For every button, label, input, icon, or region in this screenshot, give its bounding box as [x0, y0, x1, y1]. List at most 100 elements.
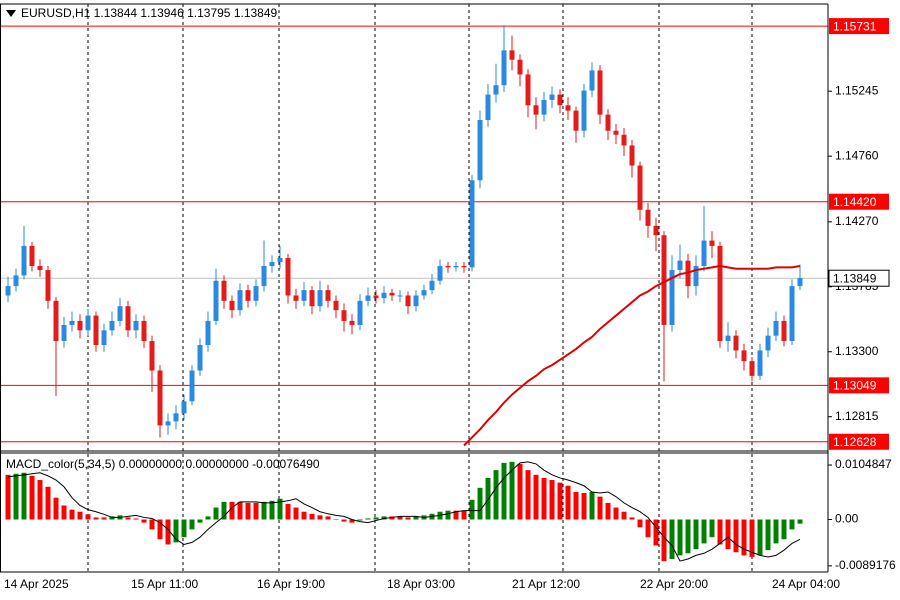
macd-bar	[53, 497, 59, 520]
candle-body	[277, 257, 283, 262]
candle-body	[653, 225, 659, 236]
macd-bar	[357, 519, 363, 521]
candle-body	[669, 270, 675, 325]
candle-body	[661, 235, 667, 325]
level-label: 1.12628	[833, 435, 877, 449]
macd-bar	[709, 519, 715, 538]
last-price-label: 1.13849	[833, 271, 877, 285]
macd-bar	[245, 502, 251, 520]
candle-body	[581, 90, 587, 131]
macd-bar	[77, 511, 83, 520]
macd-bar	[397, 516, 403, 520]
macd-bar	[21, 472, 27, 520]
macd-bar	[533, 474, 539, 520]
macd-bar	[525, 470, 531, 520]
level-box	[829, 377, 889, 394]
macd-bar	[445, 510, 451, 520]
candle-body	[381, 292, 387, 299]
macd-bar	[285, 503, 291, 520]
candle-body	[85, 315, 91, 331]
candle-body	[757, 350, 763, 376]
macd-bar	[213, 507, 219, 520]
macd-bar	[573, 491, 579, 520]
macd-bar	[229, 501, 235, 520]
candle-body	[69, 320, 75, 325]
macd-bar	[197, 519, 203, 523]
macd-bar	[493, 470, 499, 520]
macd-bar	[349, 519, 355, 523]
candle-body	[525, 74, 531, 106]
y-tick-label: 1.12815	[835, 409, 879, 423]
macd-bar	[85, 514, 91, 520]
macd-bar	[597, 496, 603, 520]
macd-bar	[677, 519, 683, 556]
candle-body	[613, 130, 619, 135]
macd-bar	[413, 516, 419, 520]
macd-bar	[189, 519, 195, 530]
macd-bar	[797, 519, 803, 524]
candle-body	[117, 306, 123, 321]
candle-body	[301, 290, 307, 301]
candle-body	[789, 286, 795, 342]
candle-body	[357, 300, 363, 325]
macd-bar	[293, 507, 299, 520]
macd-bar	[37, 480, 43, 520]
level-box	[829, 433, 889, 450]
candle-body	[405, 295, 411, 307]
macd-bar	[741, 519, 747, 556]
macd-bar	[165, 519, 171, 545]
x-tick-label: 15 Apr 11:00	[131, 577, 198, 591]
y-tick-label: 1.14270	[835, 214, 879, 228]
candle-body	[261, 266, 267, 287]
time-grid	[87, 4, 753, 572]
candle-body	[5, 286, 11, 296]
candle-body	[237, 290, 243, 311]
macd-bar	[605, 502, 611, 520]
macd-bar	[765, 519, 771, 551]
level-label: 1.13049	[833, 379, 877, 393]
macd-bar	[269, 500, 275, 520]
candle-body	[725, 335, 731, 342]
candle-body	[349, 320, 355, 325]
candle-body	[605, 114, 611, 131]
macd-bar	[13, 473, 19, 520]
macd-bar	[693, 519, 699, 550]
moving-average	[463, 264, 801, 447]
macd-bar	[669, 519, 675, 560]
candle-body	[165, 421, 171, 426]
macd-bar	[261, 501, 267, 520]
candle-body	[173, 413, 179, 422]
x-tick-label: 14 Apr 2025	[4, 577, 69, 591]
candle-body	[501, 50, 507, 86]
macd-bar	[109, 516, 115, 520]
y-tick-label: 0.0104847	[835, 457, 892, 471]
candle-body	[37, 266, 43, 271]
candle-body	[629, 145, 635, 166]
axis: 1.128151.133001.137851.142701.147601.152…	[4, 18, 896, 591]
candle-body	[549, 94, 555, 100]
candle-body	[61, 324, 67, 342]
macd-bar	[301, 511, 307, 520]
candle-body	[325, 290, 331, 301]
macd-bar	[485, 477, 491, 520]
macd-bar	[125, 517, 131, 520]
candle-body	[557, 94, 563, 106]
x-tick-label: 22 Apr 20:00	[640, 577, 708, 591]
macd-bar	[581, 493, 587, 520]
macd-bar	[653, 519, 659, 546]
candle-body	[765, 335, 771, 351]
y-tick-label: 0.00	[835, 512, 859, 526]
candle-body	[245, 290, 251, 301]
candle-body	[309, 290, 315, 307]
y-tick-label: -0.0089176	[835, 558, 896, 572]
macd-bar	[45, 486, 51, 520]
x-tick-label: 21 Apr 12:00	[512, 577, 580, 591]
candle-body	[485, 94, 491, 121]
macd-bar	[749, 519, 755, 557]
candle-body	[205, 320, 211, 346]
macd-bar	[309, 513, 315, 520]
candle-body	[197, 345, 203, 371]
candle-body	[269, 261, 275, 267]
macd-bar	[629, 517, 635, 520]
